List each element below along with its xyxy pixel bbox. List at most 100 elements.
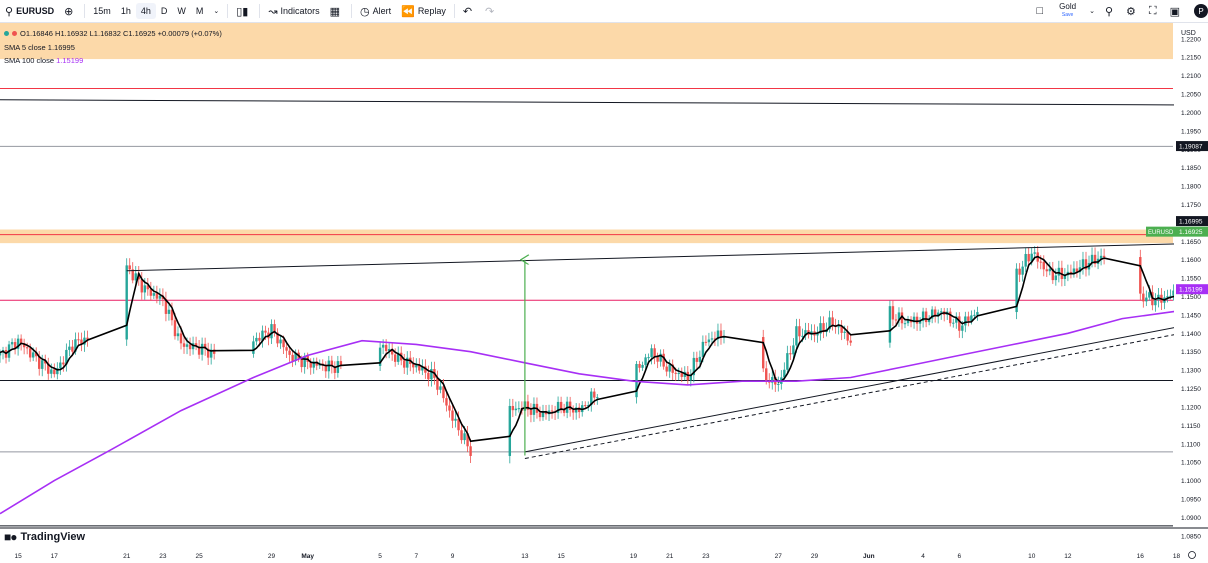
candle-body bbox=[1142, 293, 1145, 302]
candle-body bbox=[430, 369, 433, 380]
trend-line-0 bbox=[126, 242, 1208, 272]
candle-body bbox=[668, 364, 671, 372]
candle-body bbox=[86, 337, 89, 340]
candle-body bbox=[593, 391, 596, 398]
candle-body bbox=[200, 343, 204, 355]
candle-body bbox=[270, 324, 273, 339]
candle-body bbox=[1018, 268, 1021, 275]
plan-selector[interactable]: Gold Save bbox=[1051, 3, 1084, 19]
time-tick-label: 15 bbox=[14, 553, 22, 560]
candle-body bbox=[970, 315, 973, 321]
candle-body bbox=[0, 352, 2, 356]
price-tick-label: 1.0950 bbox=[1181, 496, 1201, 503]
candle-body bbox=[783, 369, 786, 378]
candle-body bbox=[635, 363, 638, 398]
timeframe-w[interactable]: W bbox=[177, 6, 186, 16]
plan-dropdown[interactable]: ⌄ bbox=[1084, 0, 1100, 22]
candle-body bbox=[276, 332, 279, 344]
candle-body bbox=[68, 346, 71, 350]
timeframe-dropdown[interactable]: ⌄ bbox=[208, 0, 224, 22]
chart-legend: O1.16846 H1.16932 L1.16832 C1.16925 +0.0… bbox=[4, 27, 222, 68]
legend-sma100-label: SMA 100 close bbox=[4, 56, 55, 65]
candle-body bbox=[83, 337, 86, 345]
candle-body bbox=[692, 357, 696, 376]
candle-body bbox=[795, 326, 798, 346]
candle-body bbox=[1054, 275, 1058, 281]
price-chart[interactable]: USD 1.0850 1.0900 1.0950 1.1000 1.1050 1.1100 1… bbox=[0, 23, 1208, 563]
candle-body bbox=[182, 343, 186, 347]
candle-body bbox=[574, 407, 578, 413]
price-label-bg-sma5 bbox=[1176, 216, 1208, 227]
replay-button[interactable]: ⏪ Replay bbox=[396, 0, 451, 22]
price-tick-label: 1.1850 bbox=[1181, 165, 1201, 172]
candle-body bbox=[460, 430, 463, 441]
alert-button[interactable]: ◷ Alert bbox=[355, 0, 396, 22]
candle-body bbox=[1102, 255, 1106, 258]
candle-body bbox=[146, 285, 150, 290]
timeframe-m[interactable]: M bbox=[195, 6, 204, 16]
candle-body bbox=[300, 358, 303, 368]
indicators-button[interactable]: ↝ Indicators bbox=[263, 0, 324, 22]
candle-body bbox=[173, 320, 177, 337]
price-tick-label: 1.1100 bbox=[1181, 441, 1201, 448]
candle-body bbox=[442, 386, 445, 399]
timeframe-1h[interactable]: 1h bbox=[120, 6, 131, 16]
time-tick-label: 10 bbox=[1028, 553, 1036, 560]
candle-body bbox=[164, 298, 168, 314]
candle-body bbox=[71, 346, 74, 352]
candle-body bbox=[777, 383, 780, 385]
timeframe-d[interactable]: D bbox=[160, 6, 168, 16]
compare-symbol-button[interactable]: ⊕ bbox=[59, 0, 81, 22]
settings-button[interactable]: ⚙ bbox=[1121, 0, 1144, 22]
candle-body bbox=[644, 357, 647, 365]
price-label-bg-level bbox=[1176, 141, 1208, 152]
candle-body bbox=[282, 339, 285, 348]
candle-body bbox=[131, 269, 134, 281]
candle-body bbox=[677, 373, 680, 375]
symbol-name: EURUSD bbox=[16, 6, 55, 16]
candle-body bbox=[152, 293, 156, 296]
chart-type-button[interactable]: ▯▮ bbox=[231, 0, 256, 22]
candle-body bbox=[837, 326, 840, 328]
undo-button[interactable]: ↶ bbox=[458, 0, 480, 22]
candle-body bbox=[1081, 259, 1085, 268]
snapshot-button[interactable]: ▣ bbox=[1165, 0, 1188, 22]
candle-body bbox=[279, 339, 282, 344]
layout-button[interactable]: □ bbox=[1032, 0, 1052, 22]
price-tick-label: 1.2000 bbox=[1181, 110, 1201, 117]
toolbar-divider bbox=[350, 4, 352, 18]
candle-body bbox=[427, 372, 430, 380]
quick-search-button[interactable]: ⚲ bbox=[1100, 0, 1121, 22]
time-tick-label: May bbox=[301, 553, 314, 560]
candle-body bbox=[273, 324, 276, 333]
templates-button[interactable]: ▦ bbox=[325, 0, 348, 22]
price-tick-label: 1.1200 bbox=[1181, 404, 1201, 411]
timeframe-4h[interactable]: 4h bbox=[135, 3, 156, 19]
candle-body bbox=[665, 366, 668, 372]
square-icon: □ bbox=[1036, 5, 1044, 17]
price-tick-label: 1.1550 bbox=[1181, 276, 1201, 283]
price-tick-label: 1.2200 bbox=[1181, 36, 1201, 43]
candle-body bbox=[415, 365, 418, 368]
avatar[interactable]: P bbox=[1194, 4, 1208, 18]
symbol-search[interactable]: ⚲ EURUSD bbox=[0, 0, 59, 22]
candle-body bbox=[804, 330, 807, 336]
candle-body bbox=[671, 364, 674, 373]
candle-body bbox=[1172, 290, 1175, 296]
sma5-line bbox=[0, 255, 1208, 443]
candle-body bbox=[59, 362, 62, 369]
legend-ohlc: O1.16846 H1.16932 L1.16832 C1.16925 +0.0… bbox=[20, 29, 222, 38]
timeframe-15m[interactable]: 15m bbox=[93, 6, 111, 16]
camera-icon: ▣ bbox=[1169, 5, 1180, 18]
price-axis-currency: USD bbox=[1181, 30, 1196, 37]
candle-body bbox=[900, 312, 904, 324]
time-tick-label: 16 bbox=[1137, 553, 1145, 560]
legend-sma100-row[interactable]: SMA 100 close 1.15199 bbox=[4, 54, 222, 68]
legend-sma5-row[interactable]: SMA 5 close 1.16995 bbox=[4, 41, 222, 55]
trend-line-2 bbox=[524, 320, 1208, 453]
redo-button[interactable]: ↷ bbox=[480, 0, 502, 22]
candle-body bbox=[719, 330, 723, 338]
chevron-down-icon: ⌄ bbox=[1089, 8, 1095, 15]
fullscreen-button[interactable]: ⛶ bbox=[1144, 0, 1165, 22]
candle-body bbox=[454, 418, 457, 421]
